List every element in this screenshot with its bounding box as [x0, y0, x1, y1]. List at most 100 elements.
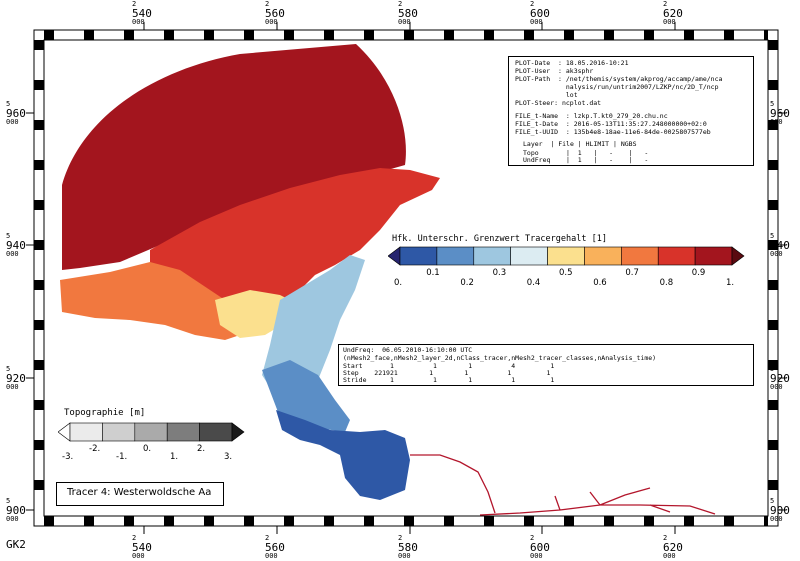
frame-segment-top	[564, 30, 574, 40]
coord-suffix: 000	[770, 118, 783, 126]
x-label-top: 2 600 000	[530, 1, 550, 26]
frame-segment-left	[34, 280, 44, 290]
frame-segment-bottom	[324, 516, 334, 526]
frame-segment-bottom	[364, 516, 374, 526]
coord-value: 560	[265, 7, 285, 20]
frame-segment-bottom	[124, 516, 134, 526]
coord-value: 540	[132, 541, 152, 554]
y-label-right: 5 940 000	[770, 233, 790, 258]
coord-prefix: 2	[265, 534, 270, 542]
topo-tick-label: -3.	[62, 452, 74, 462]
tracer-colorbar-segment	[731, 246, 745, 266]
tracer-tick-label-bottom: 0.8	[659, 278, 674, 288]
tracer-tick-label-top: 0.7	[625, 268, 639, 278]
coord-prefix: 5	[770, 100, 775, 108]
frame-segment-right	[768, 400, 778, 410]
frame-segment-bottom	[564, 516, 574, 526]
tracer-tick-label-top: 0.5	[559, 268, 573, 278]
topo-colorbar-segment	[102, 422, 136, 442]
tracer-colorbar-segment	[584, 246, 622, 266]
step-row: Step 221921 1 1 1 1	[343, 369, 551, 377]
frame-segment-right	[768, 480, 778, 490]
frame-ticks	[34, 30, 778, 526]
coord-prefix: 2	[663, 0, 668, 8]
coord-value: 560	[265, 541, 285, 554]
tracer-tick-label-bottom: 0.2	[460, 278, 474, 288]
coord-value: 580	[398, 7, 418, 20]
tracer-colorbar-segment	[547, 246, 585, 266]
coord-suffix: 000	[663, 18, 676, 26]
coord-suffix: 000	[770, 250, 783, 258]
tracer-colorbar-segment	[399, 246, 438, 266]
topo-tick-label: -2.	[89, 444, 101, 454]
coord-prefix: 2	[530, 0, 535, 8]
frame-segment-top	[44, 30, 54, 40]
coord-prefix: 2	[132, 534, 137, 542]
coord-prefix: 2	[530, 534, 535, 542]
coord-suffix: 000	[6, 515, 19, 523]
coord-suffix: 000	[770, 383, 783, 391]
y-label-left: 5 900 000	[6, 498, 26, 523]
frame-segment-bottom	[404, 516, 414, 526]
tracer-colorbar-title: Hfk. Unterschr. Grenzwert Tracergehalt […	[392, 234, 607, 244]
frame-segment-top	[724, 30, 734, 40]
frame-segment-left	[34, 200, 44, 210]
x-label-top: 2 560 000	[265, 1, 285, 26]
file-uuid: FILE_t-UUID : 135b4e8-18ae-11e6-84de-002…	[515, 128, 711, 136]
frame-segment-left	[34, 80, 44, 90]
sea-area	[62, 44, 406, 270]
frame-segment-bottom	[244, 516, 254, 526]
y-label-right: 5 920 000	[770, 366, 790, 391]
topo-tick-label: -1.	[116, 452, 128, 462]
coord-prefix: 5	[770, 365, 775, 373]
file-date: FILE_t-Date : 2016-05-13T11:35:27.248000…	[515, 120, 707, 128]
frame-segment-bottom	[644, 516, 654, 526]
coord-prefix: 5	[6, 232, 11, 240]
frame-segment-bottom	[44, 516, 54, 526]
frame-segment-bottom	[764, 516, 768, 526]
tracer-name-box: Tracer 4: Westerwoldsche Aa	[56, 482, 224, 506]
x-label-bottom: 2 580 000	[398, 535, 418, 560]
estuary-deep	[276, 410, 410, 500]
coord-suffix: 000	[132, 552, 145, 560]
stride-row: Stride 1 1 1 1 1	[343, 376, 555, 384]
dimension-list: (nMesh2_face,nMesh2_layer_2d,nClass_trac…	[343, 354, 657, 362]
topo-colorbar-segment	[58, 422, 71, 442]
layer-table-row-topo: Topo | 1 | - | -	[523, 149, 649, 157]
coord-prefix: 5	[6, 365, 11, 373]
tracer-colorbar-segment	[621, 246, 659, 266]
x-label-top: 2 620 000	[663, 1, 683, 26]
coord-value: 940	[6, 239, 26, 252]
coord-prefix: 5	[6, 100, 11, 108]
frame-segment-top	[284, 30, 294, 40]
frame-segment-left	[34, 240, 44, 250]
frame-segment-top	[524, 30, 534, 40]
plot-path-2: nalysis/run/untrim2007/LZKP/nc/2D_T/ncp	[515, 83, 719, 91]
tracer-colorbar-segment	[510, 246, 548, 266]
coord-suffix: 000	[6, 250, 19, 258]
coord-value: 940	[770, 239, 790, 252]
coord-value: 920	[770, 372, 790, 385]
grid-ticks	[26, 22, 786, 534]
tracer-tick-label-top: 0.9	[691, 268, 706, 278]
tidal-flats-red	[150, 168, 440, 335]
tracer-name: Tracer 4: Westerwoldsche Aa	[67, 487, 212, 498]
frame-segment-right	[768, 440, 778, 450]
frame-segment-bottom	[84, 516, 94, 526]
coord-value: 540	[132, 7, 152, 20]
coord-suffix: 000	[398, 552, 411, 560]
plot-user: PLOT-User : ak3sphr	[515, 67, 594, 75]
frame-segment-top	[124, 30, 134, 40]
y-label-left: 5 960 000	[6, 101, 26, 126]
frame-segment-bottom	[604, 516, 614, 526]
frame-segment-bottom	[524, 516, 534, 526]
tidal-flats-orange	[60, 262, 255, 340]
frame-segment-right	[768, 240, 778, 250]
coord-value: 580	[398, 541, 418, 554]
coord-suffix: 000	[530, 552, 543, 560]
topo-tick-label: 3.	[224, 452, 233, 462]
plot-date: PLOT-Date : 18.05.2016-10:21	[515, 59, 629, 67]
frame-segment-right	[768, 360, 778, 370]
coord-value: 900	[6, 504, 26, 517]
